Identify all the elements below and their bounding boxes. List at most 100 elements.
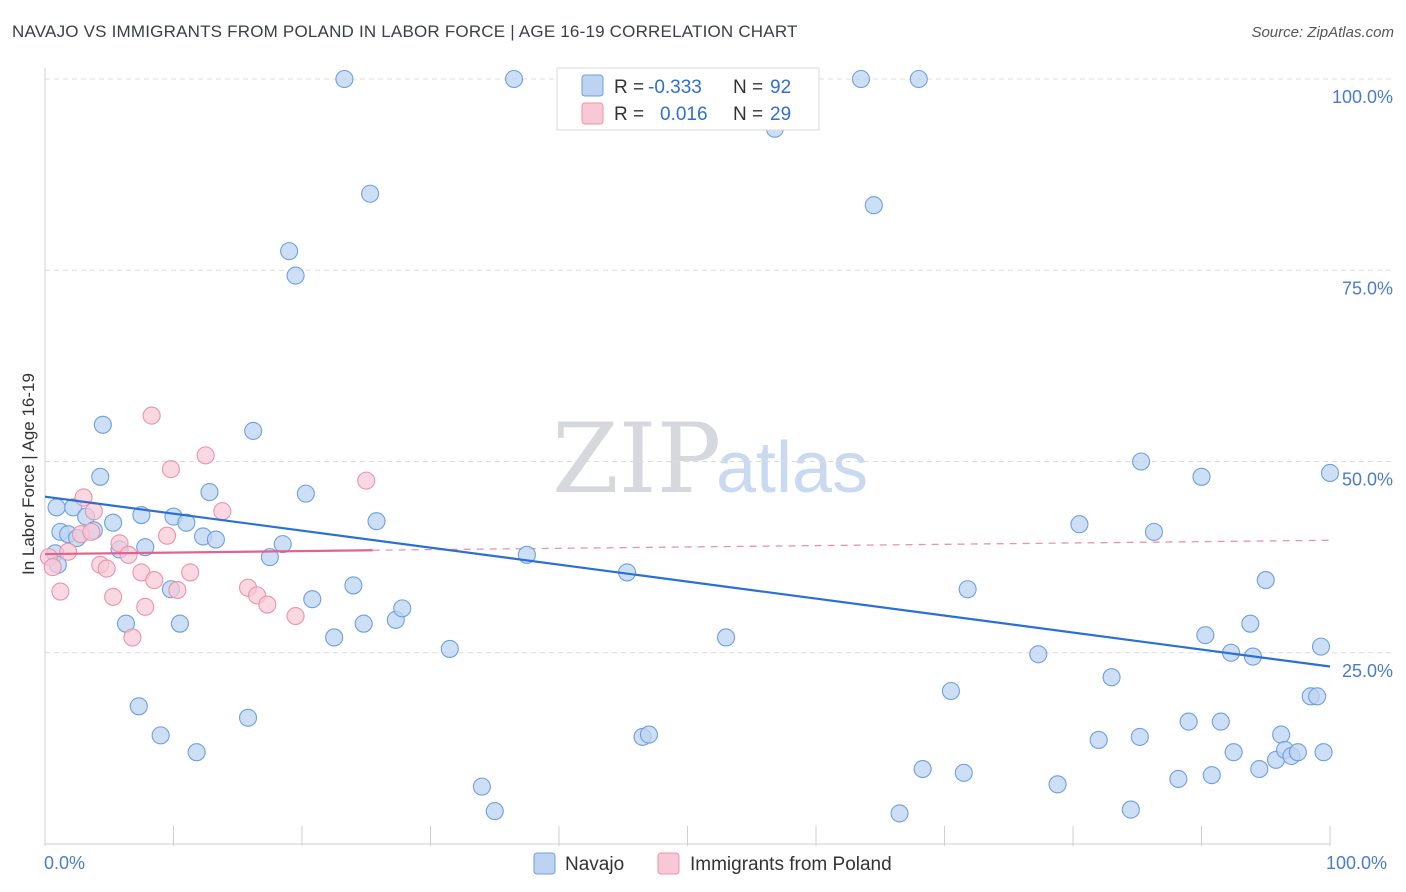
poland-point — [119, 545, 138, 564]
navajo-point — [206, 530, 225, 549]
watermark-atlas: atlas — [716, 428, 868, 508]
navajo-point — [1196, 626, 1215, 645]
navajo-point — [335, 69, 354, 89]
navajo-point — [129, 697, 148, 716]
trendlines — [372, 539, 1331, 551]
navajo-point — [1211, 712, 1230, 731]
legend-n-value-poland: 29 — [770, 104, 791, 125]
navajo-point — [954, 763, 973, 782]
navajo-point — [286, 266, 305, 285]
navajo-point — [1102, 668, 1121, 687]
bottom-legend: Navajo Immigrants from Poland — [533, 852, 892, 875]
navajo-point — [260, 548, 279, 567]
navajo-point — [1250, 759, 1269, 779]
navajo-point — [1179, 712, 1198, 731]
bottom-legend-swatch-navajo — [533, 852, 556, 875]
navajo-point — [1272, 725, 1291, 744]
poland-point — [51, 582, 70, 601]
poland-point — [258, 595, 277, 614]
legend-r-label-poland: R = — [614, 104, 644, 125]
x-tick-label-min: 0.0% — [44, 853, 85, 873]
navajo-point — [104, 513, 123, 532]
navajo-point — [440, 639, 459, 658]
bottom-legend-label-poland: Immigrants from Poland — [690, 854, 892, 875]
navajo-point — [200, 483, 219, 502]
y-tick-label-100: 100.0% — [1332, 87, 1393, 107]
navajo-point — [1029, 645, 1048, 664]
navajo-point — [1241, 614, 1260, 633]
poland-point — [161, 460, 180, 479]
navajo-point — [716, 628, 736, 647]
navajo-point — [170, 614, 189, 633]
legend-swatch-poland — [581, 102, 604, 125]
navajo-point — [472, 777, 491, 796]
navajo-point — [1256, 571, 1275, 590]
poland-point — [213, 502, 232, 521]
navajo-point — [361, 184, 380, 203]
gridlines — [45, 78, 1395, 654]
y-tick-label-50: 50.0% — [1342, 470, 1393, 490]
source-credit: Source: ZipAtlas.com — [1251, 24, 1394, 41]
poland-point — [84, 502, 103, 521]
navajo-point — [864, 196, 883, 215]
watermark-zip: ZIP — [552, 403, 721, 515]
poland-point — [43, 558, 62, 577]
navajo-point — [1048, 775, 1067, 794]
legend-n-label-poland: N = — [733, 104, 763, 125]
navajo-point — [913, 759, 932, 779]
navajo-point — [273, 535, 292, 554]
navajo-point — [1202, 766, 1221, 785]
navajo-point — [1169, 769, 1188, 789]
poland-trend-line — [44, 549, 373, 556]
navajo-point — [238, 708, 258, 727]
navajo-point — [303, 590, 322, 609]
navajo-point — [909, 69, 928, 89]
navajo-point — [367, 512, 386, 531]
navajo-point — [393, 599, 412, 618]
navajo-point — [325, 628, 344, 647]
y-axis-label: In Labor Force | Age 16-19 — [19, 373, 38, 575]
poland-point — [97, 559, 116, 578]
navajo-point — [1132, 452, 1151, 471]
watermark: ZIP atlas — [552, 403, 868, 515]
poland-point — [357, 471, 376, 490]
legend-n-label-navajo: N = — [733, 77, 763, 98]
poland-point — [196, 446, 215, 465]
legend-r-value-navajo: -0.333 — [648, 77, 702, 98]
navajo-point — [93, 415, 112, 434]
navajo-point — [1121, 800, 1140, 819]
navajo-point — [1224, 743, 1243, 762]
poland-point — [59, 542, 78, 561]
poland-point — [142, 406, 161, 425]
y-tick-label-25: 25.0% — [1342, 661, 1393, 681]
bottom-legend-swatch-poland — [657, 852, 680, 875]
navajo-point — [151, 726, 170, 745]
navajo-point — [1311, 637, 1331, 656]
x-tick-label-max: 100.0% — [1326, 853, 1387, 873]
poland-point — [104, 587, 123, 606]
poland-points — [39, 406, 1331, 668]
navajo-point — [639, 725, 659, 744]
navajo-point — [1288, 743, 1307, 762]
navajo-point — [47, 498, 66, 517]
legend-n-value-navajo: 92 — [770, 77, 791, 98]
bottom-legend-label-navajo: Navajo — [565, 854, 624, 875]
navajo-point — [1308, 687, 1327, 706]
y-tick-label-75: 75.0% — [1342, 278, 1393, 298]
navajo-point — [485, 802, 504, 821]
navajo-point — [354, 614, 373, 633]
navajo-point — [958, 580, 977, 599]
navajo-point — [890, 804, 909, 823]
legend-box: R = -0.333 N = 92 R = 0.016 N = 29 — [556, 67, 820, 131]
poland-point — [145, 571, 164, 590]
poland-point — [123, 628, 142, 647]
navajo-point — [1130, 727, 1149, 746]
navajo-point — [1144, 522, 1164, 541]
navajo-point — [344, 576, 363, 595]
navajo-point — [1192, 467, 1211, 486]
poland-point — [82, 522, 101, 541]
navajo-point — [187, 743, 206, 762]
chart-title: NAVAJO VS IMMIGRANTS FROM POLAND IN LABO… — [12, 22, 798, 41]
y-tick-labels: 25.0% 50.0% 75.0% 100.0% — [1332, 87, 1393, 681]
